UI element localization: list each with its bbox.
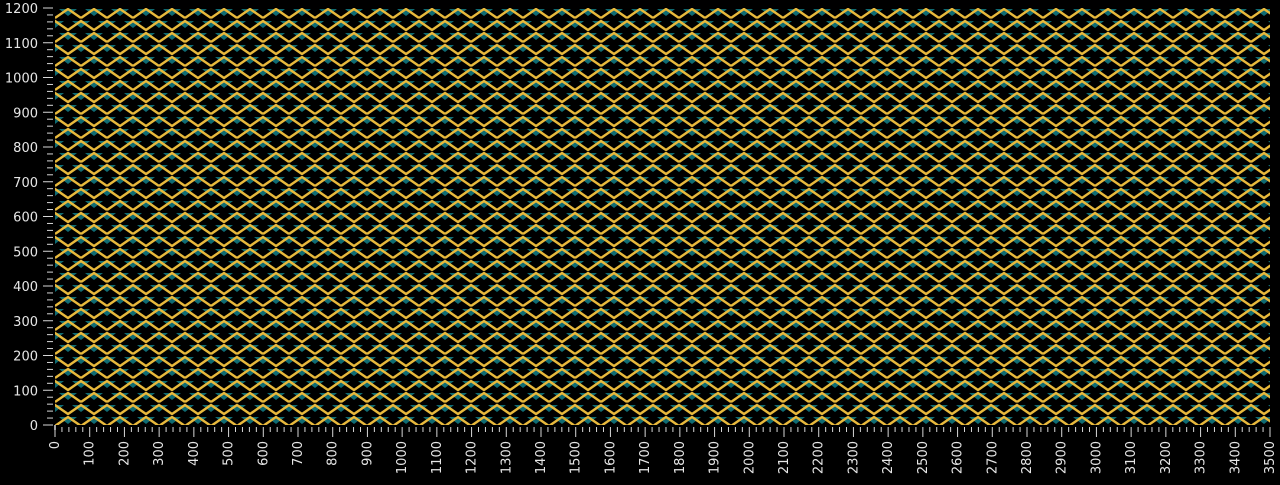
x-tick-label: 1500 — [569, 441, 584, 474]
x-tick-label: 2200 — [812, 441, 827, 474]
y-tick-label: 900 — [13, 106, 38, 121]
x-tick-label: 3300 — [1194, 441, 1209, 474]
y-tick-label: 1000 — [5, 72, 38, 87]
y-tick-label: 500 — [13, 245, 38, 260]
x-tick-label: 2100 — [777, 441, 792, 474]
y-tick-label: 200 — [13, 350, 38, 365]
x-tick-label: 2400 — [881, 441, 896, 474]
y-tick-label: 1100 — [5, 37, 38, 52]
x-tick-label: 3500 — [1263, 441, 1278, 474]
x-tick-label: 2900 — [1055, 441, 1070, 474]
x-tick-label: 3100 — [1124, 441, 1139, 474]
x-tick-label: 1000 — [395, 441, 410, 474]
x-tick-label: 3000 — [1089, 441, 1104, 474]
x-tick-label: 3200 — [1159, 441, 1174, 474]
y-tick-label: 600 — [13, 211, 38, 226]
x-tick-label: 700 — [291, 441, 306, 466]
y-tick-label: 700 — [13, 176, 38, 191]
x-tick-label: 200 — [117, 441, 132, 466]
y-tick-label: 1200 — [5, 2, 38, 17]
x-tick-label: 0 — [48, 441, 63, 449]
x-tick-label: 600 — [256, 441, 271, 466]
x-tick-label: 500 — [222, 441, 237, 466]
x-tick-label: 400 — [187, 441, 202, 466]
x-tick-label: 1700 — [638, 441, 653, 474]
x-tick-label: 3400 — [1228, 441, 1243, 474]
x-tick-label: 1100 — [430, 441, 445, 474]
x-tick-label: 800 — [326, 441, 341, 466]
x-tick-label: 1400 — [534, 441, 549, 474]
x-tick-label: 1300 — [499, 441, 514, 474]
x-tick-label: 1200 — [465, 441, 480, 474]
y-tick-label: 100 — [13, 384, 38, 399]
y-tick-label: 400 — [13, 280, 38, 295]
x-tick-label: 900 — [360, 441, 375, 466]
x-tick-label: 2300 — [846, 441, 861, 474]
x-axis-ruler: 0 100 200 300 400 500 600 700 800 900 1000 1100 1200… — [48, 425, 1278, 474]
x-tick-label: 1800 — [673, 441, 688, 474]
x-tick-label: 2800 — [1020, 441, 1035, 474]
x-tick-label: 2000 — [742, 441, 757, 474]
y-tick-label: 0 — [30, 419, 38, 434]
y-axis-ruler: 0 100 200 300 400 500 600 700 800 900 1000 1100 1200 — [5, 2, 53, 434]
x-tick-label: 300 — [152, 441, 167, 466]
x-tick-label: 1900 — [708, 441, 723, 474]
x-tick-label: 100 — [83, 441, 98, 466]
x-tick-label: 1600 — [603, 441, 618, 474]
x-tick-label: 2600 — [951, 441, 966, 474]
x-tick-label: 2700 — [985, 441, 1000, 474]
y-tick-label: 800 — [13, 141, 38, 156]
y-tick-label: 300 — [13, 315, 38, 330]
x-tick-label: 2500 — [916, 441, 931, 474]
pattern-area — [55, 8, 1270, 425]
